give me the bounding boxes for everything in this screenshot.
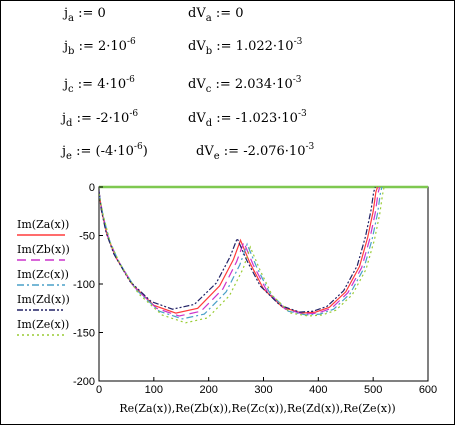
dv-subscript: b	[205, 46, 213, 57]
legend-label: Im(Zb(x))	[17, 243, 70, 256]
series-line-c	[99, 186, 383, 320]
legend-label: Im(Ze(x))	[17, 318, 69, 331]
y-tick-label: -150	[73, 328, 95, 340]
y-tick-label: -100	[73, 279, 95, 291]
j-label: j	[64, 77, 69, 92]
dv-exponent: -3	[293, 37, 303, 47]
j-tail: )	[142, 144, 148, 159]
dv-subscript: e	[213, 151, 220, 162]
variable-definitions: ja := 0 dVa := 0 jb := 2·10-6 dVb := 1.0…	[0, 0, 455, 175]
var-row: dVb := 1.022·10-3	[188, 37, 303, 57]
j-subscript: d	[66, 118, 73, 129]
dv-label: dV	[188, 77, 206, 92]
j-value: -2·10	[95, 111, 130, 126]
series-line-b	[99, 186, 381, 317]
var-row: je := (-4·10-6)	[62, 142, 148, 162]
var-row: jc := 4·10-6	[64, 75, 135, 95]
var-row: dVc := 2.034·10-3	[188, 75, 302, 95]
j-value: 2·10	[97, 39, 127, 54]
j-value: 4·10	[97, 77, 127, 92]
dv-label: dV	[188, 39, 206, 54]
dv-subscript: a	[205, 13, 212, 24]
var-row: dVa := 0	[188, 6, 244, 24]
j-value: 0	[97, 6, 106, 21]
j-subscript: b	[68, 46, 75, 57]
var-row: jd := -2·10-6	[62, 109, 139, 129]
dv-subscript: c	[205, 84, 212, 95]
y-tick-label: -200	[73, 376, 95, 388]
x-tick-label: 500	[364, 384, 382, 396]
dv-exponent: -3	[297, 109, 307, 119]
dv-value: 1.022·10	[235, 39, 294, 54]
x-tick-label: 600	[419, 384, 437, 396]
legend-label: Im(Zc(x))	[17, 268, 69, 281]
legend-label: Im(Zd(x))	[17, 293, 70, 306]
dv-value: 2.034·10	[234, 77, 293, 92]
j-exponent: -6	[126, 75, 135, 85]
dv-label: dV	[188, 111, 206, 126]
dv-exponent: -3	[292, 75, 302, 85]
x-tick-label: 200	[199, 384, 217, 396]
j-value: (-4·10	[95, 144, 134, 159]
var-row: jb := 2·10-6	[64, 37, 136, 57]
dv-exponent: -3	[305, 142, 315, 152]
x-tick-label: 100	[145, 384, 163, 396]
x-tick-label: 300	[254, 384, 272, 396]
dv-label: dV	[196, 144, 214, 159]
series-line-d	[99, 186, 376, 313]
x-tick-label: 400	[309, 384, 327, 396]
j-label: j	[62, 111, 67, 126]
var-row: ja := 0	[64, 6, 106, 24]
j-label: j	[64, 6, 69, 21]
j-exponent: -6	[133, 142, 143, 152]
j-subscript: c	[68, 84, 74, 95]
legend: Im(Za(x)) Im(Zb(x)) Im(Zc(x)) Im(Zd(x)) Im(Z…	[17, 218, 70, 336]
dv-label: dV	[188, 6, 206, 21]
j-label: j	[64, 39, 69, 54]
j-label: j	[62, 144, 67, 159]
axis-ticks: 0 100 200 300 400 500 600 0 -50 -100 -150 -200	[73, 182, 437, 396]
var-row: dVe := -2.076·10-3	[196, 142, 315, 162]
y-tick-label: -50	[79, 231, 95, 243]
dv-subscript: d	[205, 118, 213, 129]
dv-value: -2.076·10	[243, 144, 306, 159]
series-layer	[99, 186, 385, 324]
dv-value: -1.023·10	[235, 111, 298, 126]
j-subscript: a	[68, 13, 74, 24]
x-tick-label: 0	[96, 384, 102, 396]
legend-label: Im(Za(x))	[17, 218, 69, 231]
dv-value: 0	[235, 6, 244, 21]
series-line-e	[99, 186, 385, 324]
j-exponent: -6	[126, 37, 136, 47]
x-axis-label: Re(Za(x)),Re(Zb(x)),Re(Zc(x)),Re(Zd(x)),…	[119, 402, 395, 415]
j-subscript: e	[66, 151, 72, 162]
y-tick-label: 0	[89, 182, 95, 194]
j-exponent: -6	[129, 109, 139, 119]
var-row: dVd := -1.023·10-3	[188, 109, 307, 129]
